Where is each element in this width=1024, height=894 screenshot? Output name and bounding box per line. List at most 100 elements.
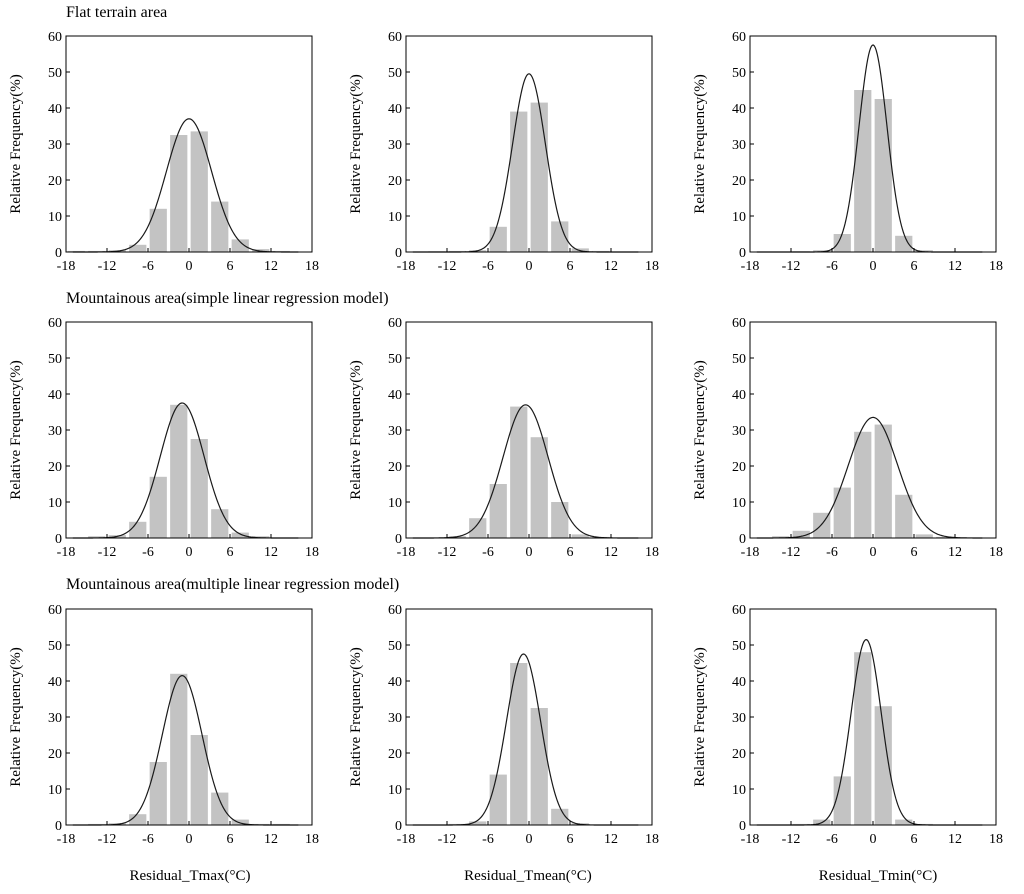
panel-2-2-bar-4 [874, 706, 892, 825]
panel-0-0-bar-8 [231, 239, 249, 252]
panel-0-1-ytick-label-3: 30 [388, 138, 402, 153]
panel-2-0-xtick-label-0: -18 [57, 832, 76, 847]
panel-1-0-xtick-label-6: 18 [305, 545, 319, 560]
panel-1-1-ytick-label-4: 40 [388, 388, 402, 403]
panel-0-1-ytick-label-1: 10 [388, 210, 402, 225]
panel-1-1-xtick-label-1: -12 [438, 545, 457, 560]
panel-0-0-bar-7 [211, 201, 229, 252]
panel-2-1-ylabel: Relative Frequency(%) [348, 647, 364, 787]
panel-0-2-bar-6 [915, 250, 933, 252]
panel-1-2-ytick-label-4: 40 [732, 388, 746, 403]
panel-1-0-ytick-label-3: 30 [48, 424, 62, 439]
panel-0-0-ytick-label-4: 40 [48, 102, 62, 117]
panel-1-2-xtick-label-0: -18 [741, 545, 760, 560]
panel-1-1-bar-4 [530, 437, 548, 538]
panel-2-2-ytick-label-3: 30 [732, 711, 746, 726]
panel-2-2-bar-5 [895, 819, 913, 825]
panel-0-2-ylabel: Relative Frequency(%) [692, 74, 708, 214]
panel-1-0-ytick-label-2: 20 [48, 460, 62, 475]
panel-1-0-ytick-label-1: 10 [48, 496, 62, 511]
panel-1-2-ytick-label-2: 20 [732, 460, 746, 475]
panel-0-0-bar-5 [170, 135, 188, 252]
panel-2-1-ytick-label-2: 20 [388, 747, 402, 762]
panel-1-0-bar-3 [149, 476, 167, 538]
panel-2-2-ytick-label-4: 40 [732, 675, 746, 690]
panel-2-0-ytick-label-5: 50 [48, 639, 62, 654]
panel-2-1-ytick-label-3: 30 [388, 711, 402, 726]
panel-0-1-xtick-label-6: 18 [645, 259, 659, 274]
panel-0-2-ytick-label-6: 60 [732, 30, 746, 45]
panel-2-2-histogram: 0 10 20 30 40 50 60 -18 -12 -6 0 6 12 18 Relative Freq… [692, 603, 1003, 847]
panel-1-0-xtick-label-0: -18 [57, 545, 76, 560]
panel-1-0-xtick-label-1: -12 [98, 545, 117, 560]
panel-0-1-bar-6 [551, 221, 569, 252]
panel-2-2-ytick-label-0: 0 [739, 819, 746, 834]
panel-2-0-ytick-label-6: 60 [48, 603, 62, 618]
panel-0-0-xtick-label-1: -12 [98, 259, 117, 274]
panel-0-0-xtick-label-3: 0 [186, 259, 193, 274]
panel-0-1-ytick-label-6: 60 [388, 30, 402, 45]
panel-1-2-xtick-label-2: -6 [826, 545, 838, 560]
panel-0-1-frame [405, 35, 653, 253]
x-axis-label-tmax: Residual_Tmax(°C) [129, 868, 251, 884]
panel-0-2-ytick-label-4: 40 [732, 102, 746, 117]
panel-1-1-ytick-label-3: 30 [388, 424, 402, 439]
panel-1-2-xtick-label-5: 12 [948, 545, 962, 560]
panel-1-2-frame [749, 321, 997, 539]
panel-1-2-xtick-label-6: 18 [989, 545, 1003, 560]
panel-1-2-fit-curve [756, 416, 983, 539]
panel-0-0-xtick-label-0: -18 [57, 259, 76, 274]
panel-0-1-xtick-label-2: -6 [482, 259, 494, 274]
panel-2-1-bar-3 [510, 663, 528, 825]
section-title-simple-regression: Mountainous area(simple linear regressio… [66, 290, 389, 307]
panel-1-0-xtick-label-2: -6 [142, 545, 154, 560]
panel-0-1-ytick-label-4: 40 [388, 102, 402, 117]
panel-1-1-xtick-label-0: -18 [397, 545, 416, 560]
panel-0-2-histogram: 0 10 20 30 40 50 60 -18 -12 -6 0 6 12 18 Relative Freq… [692, 30, 1003, 274]
panel-1-2-ytick-label-0: 0 [739, 532, 746, 547]
panel-1-1-ytick-label-1: 10 [388, 496, 402, 511]
panel-1-2-bar-4 [854, 431, 872, 538]
panel-2-0-histogram: 0 10 20 30 40 50 60 -18 -12 -6 0 6 12 18 Relative Freq… [8, 603, 319, 847]
panel-1-2-ytick-label-6: 60 [732, 316, 746, 331]
panel-2-1-ytick-label-5: 50 [388, 639, 402, 654]
panel-2-2-bar-2 [833, 776, 851, 825]
panel-2-0-frame [65, 608, 313, 826]
panel-0-1-xtick-label-5: 12 [604, 259, 618, 274]
panel-0-0-histogram: 0 10 20 30 40 50 60 -18 -12 -6 0 6 12 18 Relative Freq… [8, 30, 319, 274]
panel-2-0-ytick-label-4: 40 [48, 675, 62, 690]
panel-2-0-bar-5 [190, 735, 208, 825]
panel-2-1-ytick-label-6: 60 [388, 603, 402, 618]
x-axis-label-tmin: Residual_Tmin(°C) [818, 868, 938, 884]
panel-2-1-bar-2 [489, 774, 507, 825]
panel-1-0-xtick-label-4: 6 [227, 545, 234, 560]
panel-2-0-ytick-label-1: 10 [48, 783, 62, 798]
panel-0-2-xtick-label-3: 0 [870, 259, 877, 274]
panel-1-0-frame [65, 321, 313, 539]
panel-1-0-ytick-label-6: 60 [48, 316, 62, 331]
panel-0-1-ylabel: Relative Frequency(%) [348, 74, 364, 214]
panel-0-0-frame [65, 35, 313, 253]
panel-0-2-xtick-label-0: -18 [741, 259, 760, 274]
panel-1-2-bar-6 [895, 494, 913, 538]
panel-1-2-xtick-label-4: 6 [911, 545, 918, 560]
panel-1-0-ytick-label-5: 50 [48, 352, 62, 367]
panel-1-0-ytick-label-0: 0 [55, 532, 62, 547]
panel-0-0-xtick-label-2: -6 [142, 259, 154, 274]
panel-2-2-ytick-label-6: 60 [732, 603, 746, 618]
panel-1-1-xtick-label-4: 6 [567, 545, 574, 560]
panel-0-0-ytick-label-1: 10 [48, 210, 62, 225]
panel-2-2-xtick-label-3: 0 [870, 832, 877, 847]
panel-2-0-bar-7 [231, 819, 249, 825]
panel-2-0-bar-3 [149, 762, 167, 825]
panel-2-2-ytick-label-5: 50 [732, 639, 746, 654]
panel-0-1-ytick-label-2: 20 [388, 174, 402, 189]
panel-2-0-ytick-label-0: 0 [55, 819, 62, 834]
panel-0-2-ytick-label-0: 0 [739, 246, 746, 261]
panel-1-1-xtick-label-3: 0 [526, 545, 533, 560]
panel-1-0-bar-7 [231, 532, 249, 538]
panel-2-2-frame [749, 608, 997, 826]
panel-0-0-ytick-label-3: 30 [48, 138, 62, 153]
panel-0-1-bar-3 [489, 226, 507, 252]
